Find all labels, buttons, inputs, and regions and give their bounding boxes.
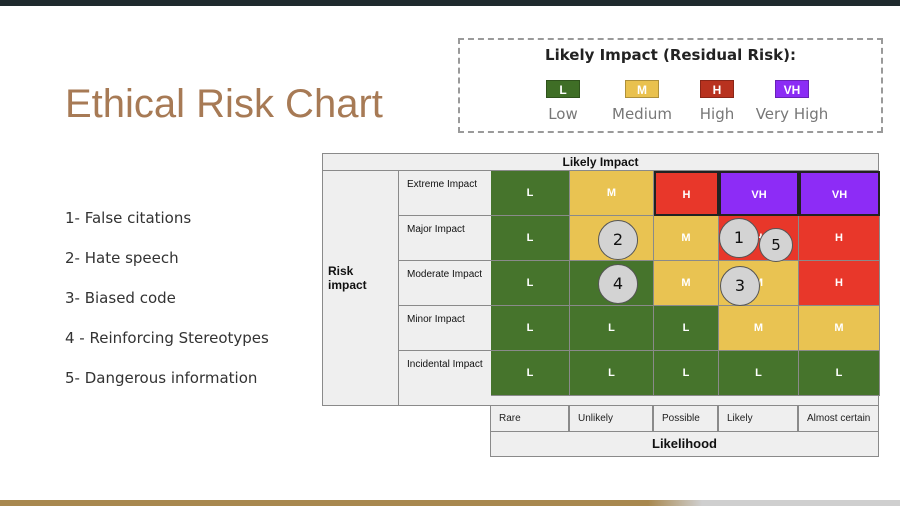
matrix-header: Likely Impact — [323, 154, 878, 171]
top-bar — [0, 0, 900, 6]
risk-item: 3- Biased code — [65, 289, 176, 307]
legend-label-medium: Medium — [612, 105, 672, 123]
matrix-cell: M — [799, 306, 880, 351]
risk-marker-3: 3 — [720, 266, 760, 306]
legend-label-very-high: Very High — [755, 105, 829, 123]
legend-item-low: L Low — [523, 80, 603, 123]
matrix-cell: M — [654, 261, 719, 306]
matrix-cell: M — [719, 306, 799, 351]
risk-marker-4: 4 — [598, 264, 638, 304]
risk-axis-label: Risk impact — [328, 264, 367, 292]
matrix-cell: L — [491, 261, 570, 306]
col-label-rare: Rare — [490, 406, 569, 432]
row-label-major: Major Impact — [399, 216, 491, 261]
matrix-divider — [398, 171, 399, 406]
col-label-possible: Possible — [653, 406, 718, 432]
legend-item-high: H High — [677, 80, 757, 123]
matrix-cell: L — [491, 171, 570, 216]
risk-marker-5: 5 — [759, 228, 793, 262]
matrix-cell: L — [799, 351, 880, 396]
likelihood-labels: Rare Unlikely Possible Likely Almost cer… — [490, 406, 879, 432]
legend-swatch-medium: M — [625, 80, 659, 98]
row-label-extreme: Extreme Impact — [399, 171, 491, 216]
matrix-cell: L — [719, 351, 799, 396]
matrix-cell: VH — [719, 171, 799, 216]
risk-item: 5- Dangerous information — [65, 369, 258, 387]
risk-marker-1: 1 — [719, 218, 759, 258]
legend-label-low: Low — [548, 105, 578, 123]
matrix-cell: VH — [799, 171, 880, 216]
col-label-unlikely: Unlikely — [569, 406, 653, 432]
matrix-cell: L — [491, 216, 570, 261]
risk-item: 1- False citations — [65, 209, 192, 227]
matrix-cell: M — [570, 171, 654, 216]
risk-item: 4 - Reinforcing Stereotypes — [65, 329, 269, 347]
bottom-bar — [0, 500, 900, 506]
risk-list: 1- False citations 2- Hate speech 3- Bia… — [65, 208, 269, 408]
matrix-cell: H — [799, 216, 880, 261]
legend-swatch-high: H — [700, 80, 734, 98]
legend-title: Likely Impact (Residual Risk): — [545, 46, 796, 64]
matrix-cell: H — [799, 261, 880, 306]
row-label-incidental: Incidental Impact — [407, 359, 483, 370]
legend-item-medium: M Medium — [602, 80, 682, 123]
row-label-moderate: Moderate Impact — [399, 261, 491, 306]
matrix-cell: L — [654, 351, 719, 396]
legend-swatch-very-high: VH — [775, 80, 809, 98]
row-label-minor: Minor Impact — [399, 306, 491, 351]
slide-title: Ethical Risk Chart — [65, 82, 383, 126]
legend-item-very-high: VH Very High — [752, 80, 832, 123]
matrix-cell: L — [570, 351, 654, 396]
col-label-likely: Likely — [718, 406, 798, 432]
matrix-cell: L — [491, 306, 570, 351]
matrix-cell: L — [570, 306, 654, 351]
legend-swatch-low: L — [546, 80, 580, 98]
legend: Likely Impact (Residual Risk): L Low M M… — [458, 38, 883, 133]
risk-marker-2: 2 — [598, 220, 638, 260]
legend-label-high: High — [699, 105, 735, 123]
matrix-cell: H — [654, 171, 719, 216]
matrix-cell: L — [491, 351, 570, 396]
likelihood-axis-title: Likelihood — [490, 432, 879, 457]
risk-item: 2- Hate speech — [65, 249, 179, 267]
matrix-cell: M — [654, 216, 719, 261]
matrix-cell: L — [654, 306, 719, 351]
risk-matrix: Likely Impact Risk impact Extreme Impact… — [322, 153, 880, 406]
col-label-almost-certain: Almost certain — [798, 406, 879, 432]
